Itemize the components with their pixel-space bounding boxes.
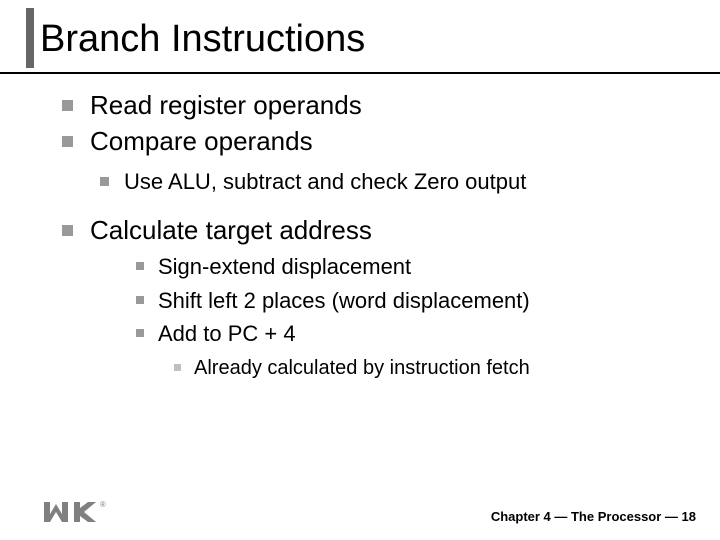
bullet-lvl3: Add to PC + 4: [136, 319, 680, 349]
svg-text:®: ®: [100, 500, 106, 509]
publisher-logo: ®: [42, 498, 110, 526]
bullet-text: Compare operands: [90, 126, 313, 156]
bullet-text: Calculate target address: [90, 215, 372, 245]
bullet-text: Read register operands: [90, 90, 362, 120]
slide-title: Branch Instructions: [40, 18, 720, 61]
bullet-text: Sign-extend displacement: [158, 254, 411, 279]
bullet-lvl1: Read register operands: [62, 89, 680, 123]
bullet-text: Already calculated by instruction fetch: [194, 357, 530, 379]
bullet-lvl1: Calculate target address: [62, 214, 680, 248]
slide-content: Read register operands Compare operands …: [0, 61, 720, 382]
title-accent-bar: [26, 8, 34, 68]
bullet-lvl3: Sign-extend displacement: [136, 252, 680, 282]
bullet-lvl3: Shift left 2 places (word displacement): [136, 286, 680, 316]
square-bullet-icon: [100, 177, 109, 186]
square-bullet-icon: [62, 225, 73, 236]
bullet-lvl2: Use ALU, subtract and check Zero output: [100, 167, 680, 197]
square-bullet-icon: [136, 296, 144, 304]
bullet-lvl4: Already calculated by instruction fetch: [174, 355, 680, 382]
square-bullet-icon: [174, 364, 181, 371]
bullet-lvl1: Compare operands: [62, 125, 680, 159]
square-bullet-icon: [62, 100, 73, 111]
bullet-text: Use ALU, subtract and check Zero output: [124, 169, 526, 194]
bullet-text: Shift left 2 places (word displacement): [158, 288, 530, 313]
square-bullet-icon: [62, 136, 73, 147]
slide-footer: Chapter 4 — The Processor — 18: [491, 509, 696, 524]
bullet-text: Add to PC + 4: [158, 321, 296, 346]
title-underline: [0, 72, 720, 74]
square-bullet-icon: [136, 329, 144, 337]
square-bullet-icon: [136, 262, 144, 270]
title-area: Branch Instructions: [0, 0, 720, 61]
